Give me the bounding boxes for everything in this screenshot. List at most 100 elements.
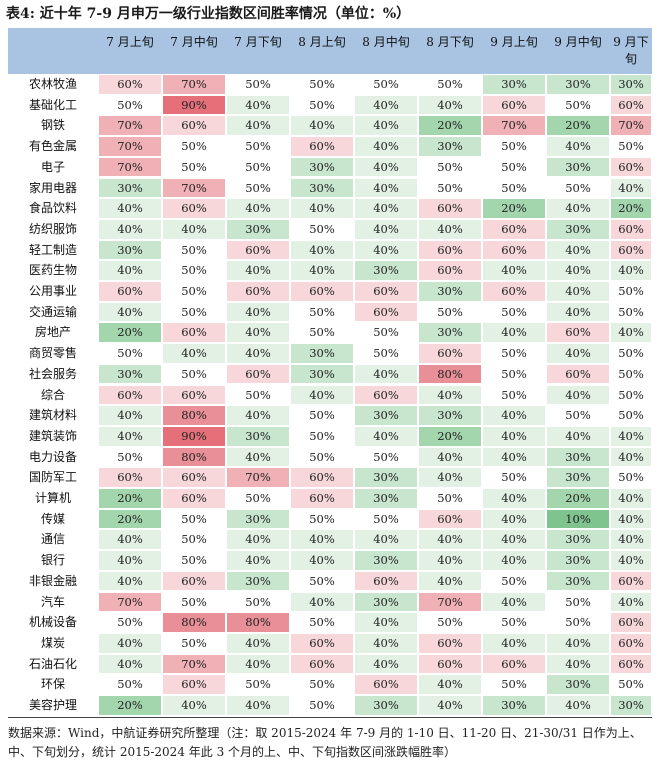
win-rate-cell: 50% xyxy=(419,489,481,508)
table-bottom-rule xyxy=(8,716,652,718)
table-row: 基础化工 50% 90% 40% 50% 40% 40% 60% 50% 60% xyxy=(8,95,652,116)
win-rate-cell: 70% xyxy=(163,178,225,198)
win-rate-cell: 50% xyxy=(99,95,161,115)
win-rate-cell: 50% xyxy=(227,137,289,156)
win-rate-cell: 40% xyxy=(419,571,481,591)
win-rate-cell: 60% xyxy=(99,385,161,405)
table-row: 银行 40% 50% 40% 40% 30% 40% 40% 30% 40% xyxy=(8,550,652,571)
win-rate-cell: 30% xyxy=(355,406,417,425)
win-rate-cell: 60% xyxy=(163,489,225,508)
win-rate-cell: 50% xyxy=(291,75,353,94)
win-rate-cell: 50% xyxy=(163,530,225,550)
win-rate-cell: 40% xyxy=(483,509,545,529)
win-rate-cell: 20% xyxy=(483,199,545,218)
win-rate-cell: 40% xyxy=(227,551,289,570)
win-rate-cell: 60% xyxy=(355,385,417,405)
win-rate-cell: 30% xyxy=(99,240,161,260)
win-rate-cell: 70% xyxy=(99,157,161,177)
win-rate-cell: 50% xyxy=(291,219,353,239)
win-rate-cell: 30% xyxy=(291,344,353,363)
win-rate-cell: 70% xyxy=(99,137,161,156)
win-rate-cell: 30% xyxy=(611,696,651,715)
win-rate-cell: 30% xyxy=(483,696,545,715)
win-rate-cell: 50% xyxy=(483,178,545,198)
win-rate-cell: 50% xyxy=(419,178,481,198)
win-rate-cell: 50% xyxy=(99,447,161,467)
table-row: 交通运输 40% 50% 40% 50% 60% 50% 50% 40% 50% xyxy=(8,302,652,323)
win-rate-cell: 40% xyxy=(227,261,289,280)
table-row: 纺织服饰 40% 40% 30% 50% 40% 40% 60% 30% 60% xyxy=(8,219,652,240)
win-rate-cell: 50% xyxy=(163,261,225,280)
win-rate-cell: 40% xyxy=(227,302,289,322)
win-rate-cell: 40% xyxy=(611,509,651,529)
win-rate-cell: 50% xyxy=(291,406,353,425)
industry-label: 建筑材料 xyxy=(28,408,77,423)
win-rate-cell: 40% xyxy=(419,219,481,239)
column-header: 7 月下旬 xyxy=(234,35,282,49)
win-rate-cell: 50% xyxy=(163,137,225,156)
win-rate-cell: 20% xyxy=(547,116,609,136)
win-rate-cell: 60% xyxy=(611,654,651,674)
win-rate-cell: 20% xyxy=(419,116,481,136)
win-rate-cell: 30% xyxy=(227,571,289,591)
win-rate-cell: 30% xyxy=(611,75,651,94)
table-row: 国防军工 60% 60% 70% 60% 30% 40% 50% 30% 50% xyxy=(8,467,652,488)
win-rate-cell: 30% xyxy=(291,178,353,198)
win-rate-cell: 30% xyxy=(227,426,289,446)
source-note: 数据来源：Wind，中航证券研究所整理（注：取 2015-2024 年 7-9 … xyxy=(8,726,642,759)
industry-label: 煤炭 xyxy=(40,635,65,650)
win-rate-cell: 20% xyxy=(99,696,161,715)
industry-label: 国防军工 xyxy=(28,470,77,485)
win-rate-cell: 30% xyxy=(355,592,417,612)
win-rate-cell: 60% xyxy=(547,364,609,384)
win-rate-cell: 50% xyxy=(419,75,481,94)
win-rate-cell: 40% xyxy=(483,261,545,280)
win-rate-cell: 40% xyxy=(227,696,289,715)
win-rate-cell: 30% xyxy=(547,447,609,467)
win-rate-cell: 40% xyxy=(547,696,609,715)
win-rate-cell: 40% xyxy=(483,551,545,570)
win-rate-cell: 40% xyxy=(547,302,609,322)
win-rate-cell: 40% xyxy=(419,468,481,487)
win-rate-cell: 50% xyxy=(227,75,289,94)
win-rate-cell: 60% xyxy=(355,302,417,322)
win-rate-cell: 70% xyxy=(227,468,289,487)
industry-label: 电子 xyxy=(40,159,65,174)
win-rate-cell: 50% xyxy=(611,364,651,384)
win-rate-cell: 40% xyxy=(99,219,161,239)
win-rate-cell: 30% xyxy=(547,675,609,694)
industry-label: 基础化工 xyxy=(28,97,77,112)
win-rate-cell: 40% xyxy=(163,696,225,715)
win-rate-cell: 50% xyxy=(227,385,289,405)
win-rate-cell: 50% xyxy=(355,509,417,529)
win-rate-cell: 70% xyxy=(611,116,651,136)
win-rate-cell: 20% xyxy=(99,509,161,529)
win-rate-cell: 50% xyxy=(163,302,225,322)
win-rate-cell: 40% xyxy=(355,178,417,198)
win-rate-cell: 70% xyxy=(163,654,225,674)
win-rate-cell: 50% xyxy=(611,137,651,156)
win-rate-cell: 40% xyxy=(611,592,651,612)
win-rate-cell: 40% xyxy=(355,137,417,156)
win-rate-cell: 40% xyxy=(227,116,289,136)
win-rate-cell: 30% xyxy=(547,219,609,239)
win-rate-cell: 50% xyxy=(163,364,225,384)
win-rate-cell: 40% xyxy=(611,261,651,280)
win-rate-cell: 50% xyxy=(163,157,225,177)
win-rate-cell: 40% xyxy=(227,344,289,363)
win-rate-cell: 40% xyxy=(611,489,651,508)
win-rate-cell: 30% xyxy=(227,509,289,529)
win-rate-cell: 20% xyxy=(99,323,161,343)
win-rate-cell: 30% xyxy=(419,137,481,156)
win-rate-cell: 50% xyxy=(611,675,651,694)
win-rate-cell: 60% xyxy=(163,468,225,487)
win-rate-cell: 40% xyxy=(547,199,609,218)
win-rate-cell: 40% xyxy=(99,571,161,591)
win-rate-cell: 50% xyxy=(483,468,545,487)
table-row: 石油石化 40% 70% 40% 60% 40% 60% 60% 40% 60% xyxy=(8,654,652,675)
win-rate-cell: 60% xyxy=(419,240,481,260)
win-rate-cell: 90% xyxy=(163,426,225,446)
win-rate-cell: 40% xyxy=(355,157,417,177)
win-rate-cell: 50% xyxy=(291,509,353,529)
win-rate-cell: 50% xyxy=(483,364,545,384)
